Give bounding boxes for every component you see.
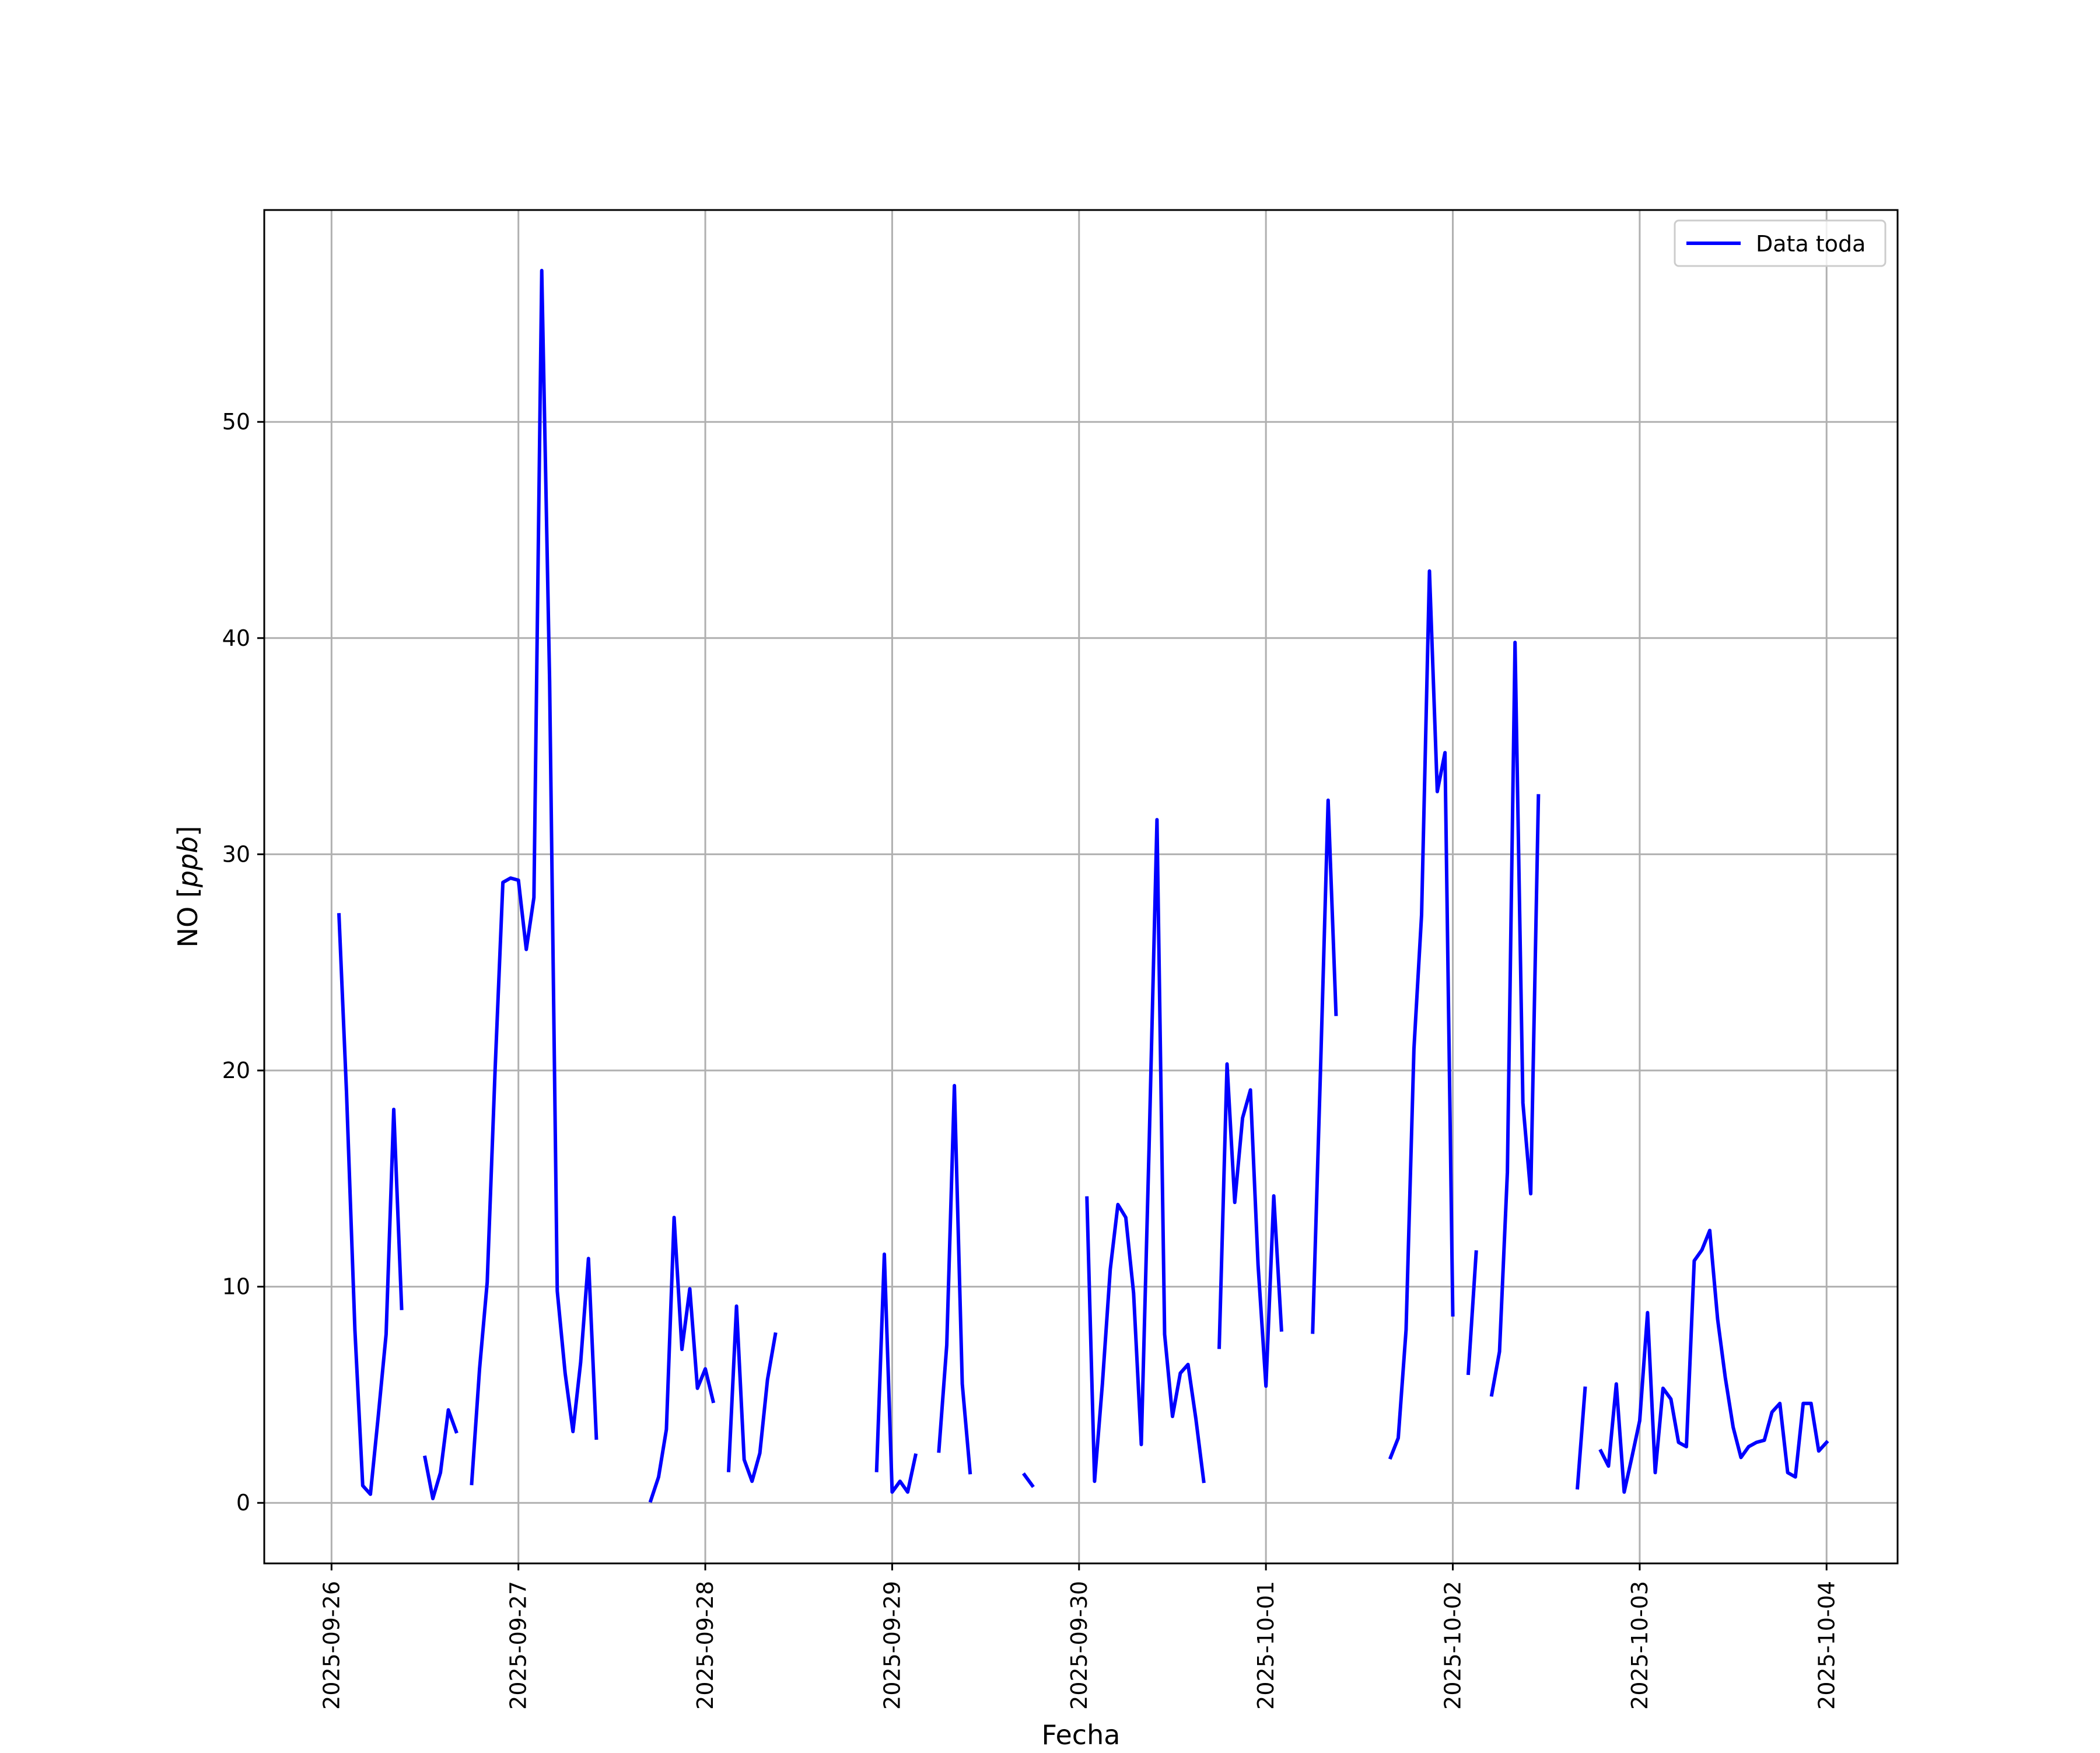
series-line-segment-0-11	[1388, 569, 1455, 1460]
x-tick-label-2025-09-28: 2025-09-28	[692, 1581, 718, 1710]
y-tick-label-40: 40	[222, 625, 250, 651]
x-tick-label-2025-10-03: 2025-10-03	[1627, 1581, 1653, 1710]
series-line-segment-0-12	[1466, 1250, 1478, 1376]
x-tick-label-2025-10-04: 2025-10-04	[1814, 1581, 1839, 1710]
y-tick-label-0: 0	[236, 1490, 250, 1516]
series-line-segment-0-7	[1022, 1472, 1035, 1488]
series-line-segment-0-2	[470, 268, 598, 1486]
series-line-segment-0-4	[726, 1304, 778, 1483]
series-line-segment-0-9	[1217, 1062, 1283, 1388]
x-tick-label-2025-09-26: 2025-09-26	[318, 1581, 344, 1710]
y-axis-label-end: ]	[172, 826, 204, 837]
series-line-segment-0-1	[422, 1408, 459, 1500]
series-line-segment-0-13	[1489, 641, 1541, 1397]
x-tick-label-2025-10-01: 2025-10-01	[1253, 1581, 1279, 1710]
grid-lines	[264, 210, 1898, 1563]
axis-ticks: 2025-09-26 2025-09-27 2025-09-28 2025-09-29…	[222, 409, 1840, 1710]
y-tick-label-30: 30	[222, 841, 250, 867]
y-axis-label: NO [ppb]	[172, 826, 204, 948]
x-tick-label-2025-10-02: 2025-10-02	[1440, 1581, 1466, 1710]
series-line-segment-0-14	[1575, 1386, 1587, 1490]
series-line-segment-0-8	[1085, 818, 1206, 1483]
x-axis-label: Fecha	[1042, 1719, 1121, 1750]
series-line-segment-0-0	[337, 913, 404, 1496]
series-line-segment-0-5	[874, 1252, 918, 1494]
series-layer	[337, 268, 1829, 1503]
legend-box	[1674, 219, 1887, 267]
legend-label-data-toda: Data toda	[1756, 231, 1866, 257]
legend: Data toda	[1674, 219, 1887, 267]
y-tick-label-20: 20	[222, 1058, 250, 1083]
x-tick-label-2025-09-27: 2025-09-27	[506, 1581, 531, 1710]
x-tick-label-2025-09-30: 2025-09-30	[1066, 1581, 1092, 1710]
series-line-segment-0-15	[1598, 1229, 1829, 1494]
series-line-segment-0-10	[1311, 798, 1338, 1334]
y-axis-label-unit: ppb	[172, 837, 204, 888]
x-tick-label-2025-09-29: 2025-09-29	[879, 1581, 905, 1710]
series-line-segment-0-6	[937, 1084, 972, 1475]
plot-area	[264, 210, 1898, 1563]
series-line-segment-0-3	[648, 1216, 716, 1503]
y-tick-label-10: 10	[222, 1274, 250, 1300]
plot-frame	[263, 209, 1899, 1565]
y-axis-label-main: NO [	[172, 887, 204, 947]
y-tick-label-50: 50	[222, 409, 250, 435]
